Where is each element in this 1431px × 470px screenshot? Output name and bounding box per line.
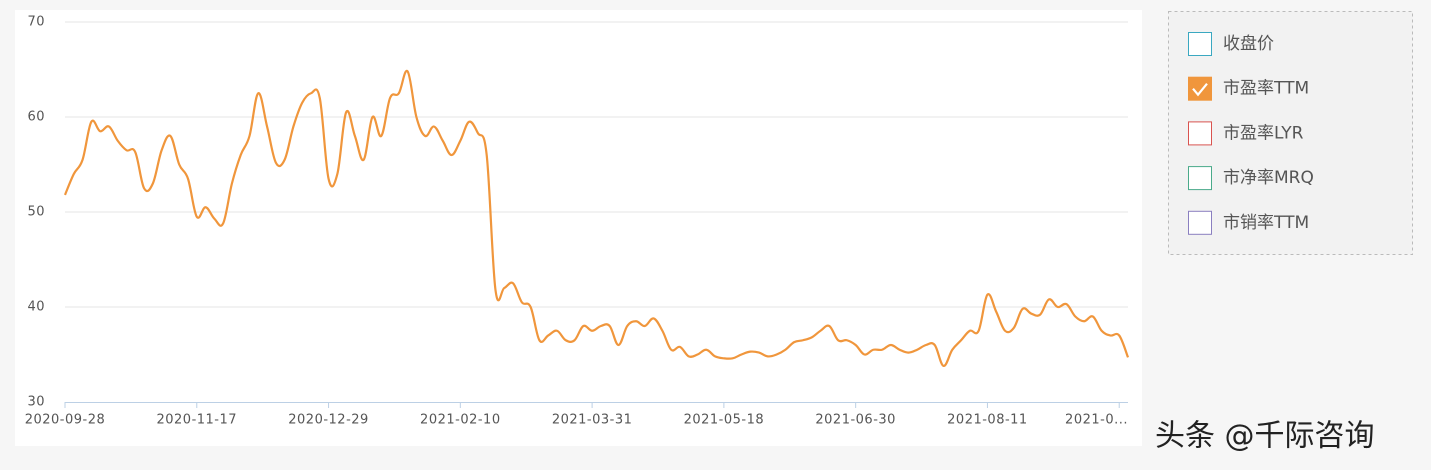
watermark: 头条 @千际咨询 [1155, 419, 1375, 454]
y-tick-label: 70 [27, 15, 45, 30]
legend-checkbox[interactable] [1188, 76, 1212, 101]
y-tick-label: 60 [27, 110, 45, 125]
legend-label[interactable]: 市净率MRQ [1223, 168, 1314, 188]
x-tick-label: 2020-09-28 [25, 413, 106, 428]
x-tick-label: 2021-08-11 [947, 413, 1028, 428]
legend-checkbox[interactable] [1188, 166, 1212, 191]
legend-label[interactable]: 市盈率TTM [1223, 79, 1309, 99]
x-tick-label: 2021-0... [1065, 413, 1128, 428]
legend-checkbox[interactable] [1188, 210, 1212, 235]
x-tick-label: 2021-02-10 [420, 413, 501, 428]
legend-label[interactable]: 收盘价 [1223, 34, 1274, 54]
line-series [63, 69, 1130, 367]
plot-panel [15, 10, 1142, 446]
legend-label[interactable]: 市盈率LYR [1223, 123, 1304, 143]
legend-checkbox[interactable] [1188, 121, 1212, 146]
x-tick-label: 2021-06-30 [815, 413, 896, 428]
y-tick-label: 50 [27, 205, 45, 220]
legend-label[interactable]: 市销率TTM [1223, 213, 1309, 233]
x-tick-label: 2020-12-29 [288, 413, 369, 428]
x-tick-label: 2021-03-31 [552, 413, 633, 428]
legend-checkbox[interactable] [1188, 32, 1212, 56]
check-mark [1192, 83, 1208, 97]
x-tick-label: 2020-11-17 [156, 413, 237, 428]
y-tick-label: 30 [27, 395, 45, 410]
x-tick-label: 2021-05-18 [684, 413, 765, 428]
y-tick-label: 40 [27, 300, 45, 315]
